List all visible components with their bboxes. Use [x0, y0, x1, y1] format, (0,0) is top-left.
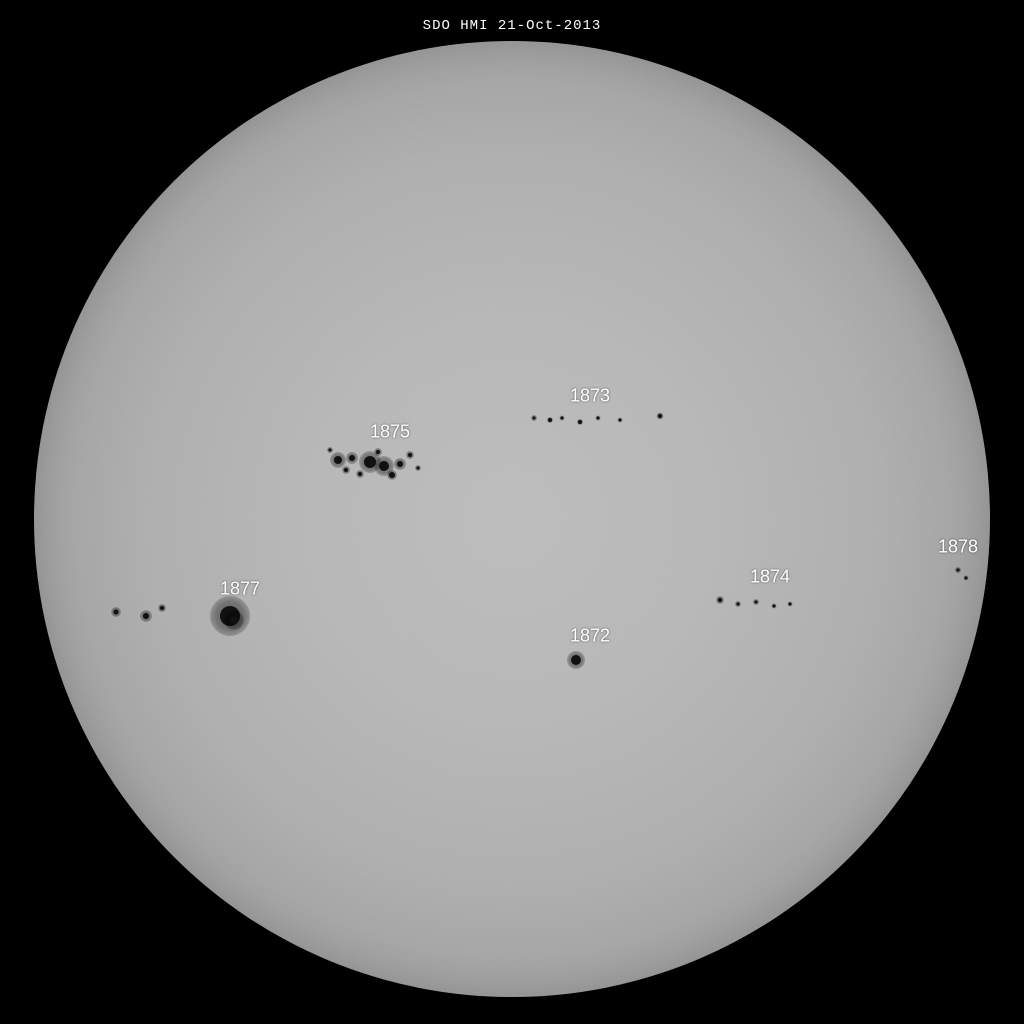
solar-image-stage: SDO HMI 21-Oct-2013 1873 1875 1878 1874 1877… [0, 0, 1024, 1024]
sunspot-label-1873: 1873 [570, 386, 610, 407]
sunspot-label-1872: 1872 [570, 626, 610, 647]
sunspot-label-1878: 1878 [938, 537, 978, 558]
solar-disk [34, 41, 990, 997]
sunspot-label-1875: 1875 [370, 422, 410, 443]
sunspot-label-1877: 1877 [220, 579, 260, 600]
image-title: SDO HMI 21-Oct-2013 [0, 18, 1024, 34]
sunspot-label-1874: 1874 [750, 567, 790, 588]
